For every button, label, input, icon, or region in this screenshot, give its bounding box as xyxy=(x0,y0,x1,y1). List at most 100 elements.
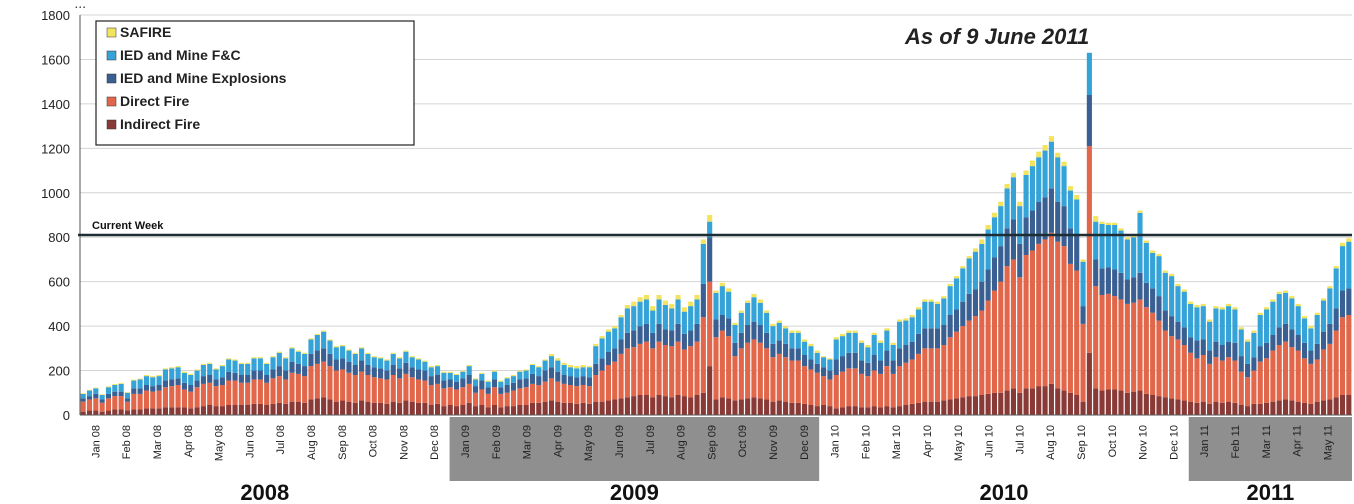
bar-segment xyxy=(909,341,915,360)
bar-segment xyxy=(1301,318,1308,343)
bar-segment xyxy=(751,339,757,398)
bar-segment xyxy=(295,351,301,364)
bar-segment xyxy=(1093,216,1099,222)
bar-segment xyxy=(599,338,605,359)
bar-segment xyxy=(472,386,479,393)
bar-segment xyxy=(561,362,567,365)
bar-segment xyxy=(966,320,972,397)
bar-segment xyxy=(1333,397,1339,415)
bar-segment xyxy=(327,353,333,367)
bar-segment xyxy=(150,386,156,392)
bar-segment xyxy=(1010,219,1016,260)
bar-segment xyxy=(143,390,150,409)
month-label: Jan 08 xyxy=(90,425,102,458)
bar-segment xyxy=(915,333,922,354)
bar-segment xyxy=(840,336,846,357)
bar-segment xyxy=(618,317,624,340)
bar-segment xyxy=(789,330,795,333)
bar-segment xyxy=(504,385,510,393)
bar-segment xyxy=(802,366,808,404)
bar-segment xyxy=(802,355,808,367)
y-tick-label: 200 xyxy=(48,364,70,379)
bar-segment xyxy=(941,298,947,325)
bar-segment xyxy=(238,382,244,405)
bar-segment xyxy=(719,286,725,315)
bar-segment xyxy=(1169,276,1175,317)
bar-segment xyxy=(650,348,656,398)
bar-segment xyxy=(618,315,624,318)
bar-segment xyxy=(833,375,839,409)
bar-segment xyxy=(1207,321,1213,351)
bar-segment xyxy=(846,330,852,333)
bar-segment xyxy=(662,329,668,345)
bar-segment xyxy=(903,362,909,405)
bar-segment xyxy=(1137,272,1143,300)
bar-segment xyxy=(745,300,751,303)
bar-segment xyxy=(1320,298,1327,301)
bar-segment xyxy=(1029,388,1035,415)
bar-segment xyxy=(1232,342,1238,361)
bar-segment xyxy=(1112,269,1118,297)
bar-segment xyxy=(200,376,206,384)
bar-segment xyxy=(1314,315,1320,344)
bar-segment xyxy=(340,400,346,415)
bar-segment xyxy=(327,339,333,341)
bar-segment xyxy=(99,402,105,412)
bar-segment xyxy=(745,325,751,343)
bar-segment xyxy=(700,317,706,393)
bar-segment xyxy=(1080,261,1086,307)
bar-segment xyxy=(1042,197,1048,240)
bar-segment xyxy=(896,319,903,322)
month-label: Jul 09 xyxy=(645,425,657,454)
bar-segment xyxy=(162,407,168,415)
bar-segment xyxy=(416,359,422,370)
bar-segment xyxy=(827,359,833,371)
bar-segment xyxy=(567,376,574,385)
bar-segment xyxy=(719,282,725,287)
bar-segment xyxy=(118,391,124,397)
bar-segment xyxy=(922,348,928,402)
bar-segment xyxy=(1346,288,1352,315)
bar-segment xyxy=(1105,389,1111,415)
bar-segment xyxy=(226,359,232,372)
bar-segment xyxy=(985,393,991,415)
bar-segment xyxy=(795,360,801,403)
bar-segment xyxy=(650,306,656,311)
bar-segment xyxy=(979,281,985,311)
bar-segment xyxy=(359,400,365,415)
bar-segment xyxy=(397,368,403,379)
bar-segment xyxy=(1055,152,1061,158)
bar-segment xyxy=(764,399,770,415)
bar-segment xyxy=(529,373,536,384)
bar-segment xyxy=(998,246,1004,282)
bar-segment xyxy=(1131,277,1137,303)
bar-segment xyxy=(1023,388,1029,415)
bar-segment xyxy=(1251,330,1257,333)
bar-segment xyxy=(890,407,896,415)
bar-segment xyxy=(1143,240,1149,243)
bar-segment xyxy=(821,357,827,368)
bar-segment xyxy=(827,358,833,360)
month-label: Feb 11 xyxy=(1230,425,1242,458)
bar-segment xyxy=(219,365,225,367)
bar-segment xyxy=(384,360,390,371)
bar-segment xyxy=(1226,303,1232,307)
bar-segment xyxy=(770,357,776,402)
bar-segment xyxy=(264,375,270,383)
bar-segment xyxy=(1346,395,1352,415)
bar-segment xyxy=(548,356,555,368)
bar-segment xyxy=(1301,342,1308,359)
bar-segment xyxy=(1232,402,1238,415)
bar-segment xyxy=(1156,320,1162,397)
bar-segment xyxy=(858,360,865,374)
bar-segment xyxy=(985,269,991,301)
month-label: Oct 10 xyxy=(1107,425,1119,457)
bar-segment xyxy=(858,407,865,415)
bar-segment xyxy=(365,365,371,375)
bar-segment xyxy=(105,393,112,399)
bar-segment xyxy=(865,345,871,348)
y-tick-label: 0 xyxy=(63,408,70,423)
bar-segment xyxy=(700,392,706,415)
bar-segment xyxy=(1169,336,1175,399)
bar-segment xyxy=(283,403,289,415)
